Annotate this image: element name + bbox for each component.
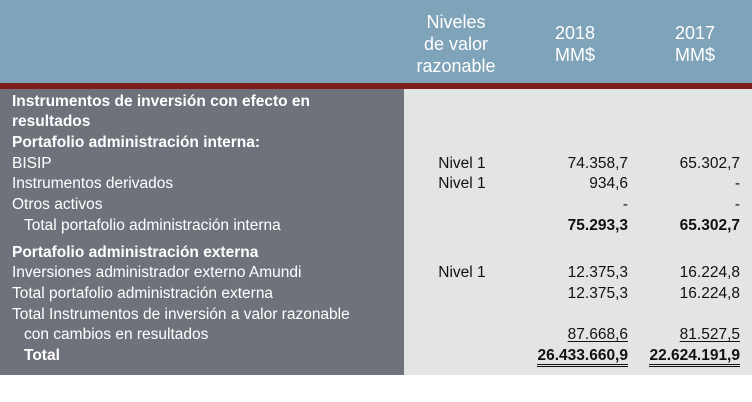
header-niveles-line-3: razonable: [416, 56, 496, 76]
section-title-line-2: resultados: [12, 113, 91, 130]
row-derivados-nivel: Nivel 1: [438, 175, 486, 192]
values-column-background: [404, 89, 752, 375]
section-title-line-1: Instrumentos de inversión con efecto en: [12, 93, 311, 110]
row-amundi-2018: 12.375,3: [567, 264, 628, 281]
table-header: [0, 0, 752, 83]
row-total-interna-2017: 65.302,7: [679, 217, 740, 234]
row-total-instrumentos-label-1: Total Instrumentos de inversión a valor …: [12, 306, 350, 323]
header-2018-unit: MM$: [555, 45, 595, 65]
header-2018: 2018 MM$: [540, 22, 610, 66]
row-total-instrumentos-2017: 81.527,5: [632, 325, 740, 345]
row-total-instrumentos-2017-value: 81.527,5: [679, 326, 740, 343]
row-bisip-nivel: Nivel 1: [438, 155, 486, 172]
row-derivados-2017: -: [734, 175, 740, 192]
row-total-2018: 26.433.660,9: [520, 346, 628, 367]
row-derivados-2018: 934,6: [589, 175, 628, 192]
header-niveles: Niveles de valor razonable: [408, 11, 504, 77]
row-otros-label: Otros activos: [12, 196, 103, 213]
row-otros-2017: -: [734, 196, 740, 213]
row-total-2017-value: 22.624.191,9: [649, 347, 740, 367]
header-2017-year: 2017: [674, 23, 716, 43]
row-total-instrumentos-label-2: con cambios en resultados: [24, 326, 209, 343]
row-total-2017: 22.624.191,9: [632, 346, 740, 367]
row-amundi-label: Inversiones administrador externo Amundi: [12, 264, 302, 281]
row-otros-2018: -: [622, 196, 628, 213]
row-total-externa-label: Total portafolio administración externa: [12, 285, 274, 302]
interna-header: Portafolio administración interna:: [12, 134, 261, 151]
label-column-background: [0, 89, 404, 375]
header-2017: 2017 MM$: [660, 22, 730, 66]
header-2018-year: 2018: [554, 23, 596, 43]
row-total-2018-value: 26.433.660,9: [537, 347, 628, 367]
row-total-label: Total: [24, 347, 60, 364]
row-bisip-2018: 74.358,7: [567, 155, 628, 172]
header-niveles-line-1: Niveles: [426, 12, 486, 32]
row-total-interna-2018: 75.293,3: [567, 217, 628, 234]
financial-table: Niveles de valor razonable 2018 MM$ 2017…: [0, 0, 752, 375]
row-total-externa-2017: 16.224,8: [679, 285, 740, 302]
row-total-interna-label: Total portafolio administración interna: [24, 217, 281, 234]
row-derivados-label: Instrumentos derivados: [12, 175, 174, 192]
row-total-externa-2018: 12.375,3: [567, 285, 628, 302]
row-bisip-label: BISIP: [12, 155, 52, 172]
row-bisip-2017: 65.302,7: [679, 155, 740, 172]
header-niveles-line-2: de valor: [423, 34, 489, 54]
row-total-instrumentos-2018-value: 87.668,6: [567, 326, 628, 343]
header-rule: [0, 83, 752, 89]
row-amundi-nivel: Nivel 1: [438, 264, 486, 281]
header-2017-unit: MM$: [675, 45, 715, 65]
row-amundi-2017: 16.224,8: [679, 264, 740, 281]
row-total-instrumentos-2018: 87.668,6: [520, 325, 628, 345]
externa-header: Portafolio administración externa: [12, 244, 259, 261]
